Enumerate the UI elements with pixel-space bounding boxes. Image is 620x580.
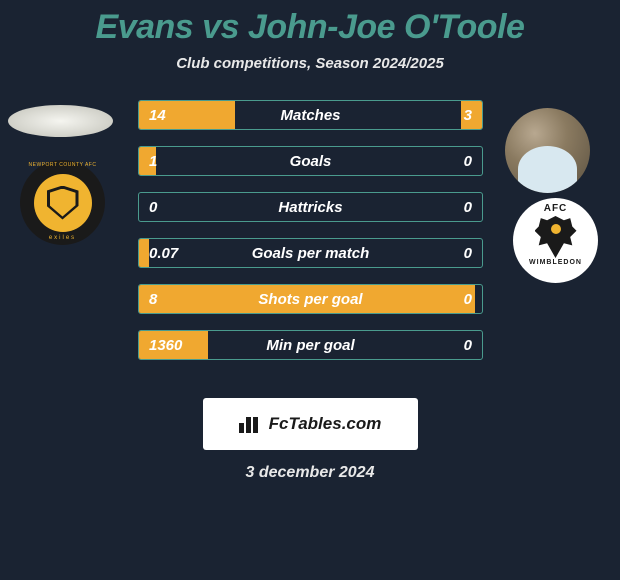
stat-bars-container: 14Matches31Goals00Hattricks00.07Goals pe…: [138, 100, 483, 360]
stat-label: Matches: [139, 101, 482, 130]
stat-label: Min per goal: [139, 331, 482, 360]
stat-value-right: 0: [464, 193, 472, 222]
comparison-body: NEWPORT COUNTY AFC exiles AFC WIMBLEDON …: [0, 100, 620, 390]
stat-row: 0Hattricks0: [138, 192, 483, 222]
afc-badge-top-text: AFC: [544, 203, 568, 214]
stat-value-right: 0: [464, 285, 472, 314]
player-right-club-badge: AFC WIMBLEDON: [513, 198, 598, 283]
stat-value-right: 0: [464, 331, 472, 360]
stat-label: Goals per match: [139, 239, 482, 268]
stat-label: Goals: [139, 147, 482, 176]
newport-badge-outer: NEWPORT COUNTY AFC exiles: [20, 160, 105, 245]
stat-label: Hattricks: [139, 193, 482, 222]
afc-wimbledon-badge: AFC WIMBLEDON: [513, 198, 598, 283]
stat-value-right: 3: [464, 101, 472, 130]
newport-shield-icon: [47, 186, 79, 220]
stat-row: 1360Min per goal0: [138, 330, 483, 360]
newport-badge-text: NEWPORT COUNTY AFC: [20, 162, 105, 168]
newport-badge-inner: [34, 174, 92, 232]
stat-value-right: 0: [464, 147, 472, 176]
fctables-bars-icon: [239, 415, 263, 433]
comparison-date: 3 december 2024: [0, 464, 620, 482]
newport-badge-bottom: exiles: [20, 235, 105, 241]
fctables-logo-text: FcTables.com: [269, 414, 382, 434]
player-right-avatar: [505, 108, 590, 193]
player-left-club-badge: NEWPORT COUNTY AFC exiles: [20, 160, 105, 245]
stat-row: 0.07Goals per match0: [138, 238, 483, 268]
afc-eagle-icon: [535, 216, 577, 258]
stat-row: 8Shots per goal0: [138, 284, 483, 314]
player-left-photo-placeholder: [8, 105, 113, 137]
stat-row: 1Goals0: [138, 146, 483, 176]
stat-row: 14Matches3: [138, 100, 483, 130]
afc-badge-bottom-text: WIMBLEDON: [529, 259, 582, 266]
comparison-subtitle: Club competitions, Season 2024/2025: [0, 55, 620, 72]
comparison-title: Evans vs John-Joe O'Toole: [0, 0, 620, 47]
fctables-logo: FcTables.com: [203, 398, 418, 450]
player-right-photo-placeholder: [505, 108, 590, 193]
player-left-avatar: [8, 105, 113, 137]
stat-value-right: 0: [464, 239, 472, 268]
stat-label: Shots per goal: [139, 285, 482, 314]
